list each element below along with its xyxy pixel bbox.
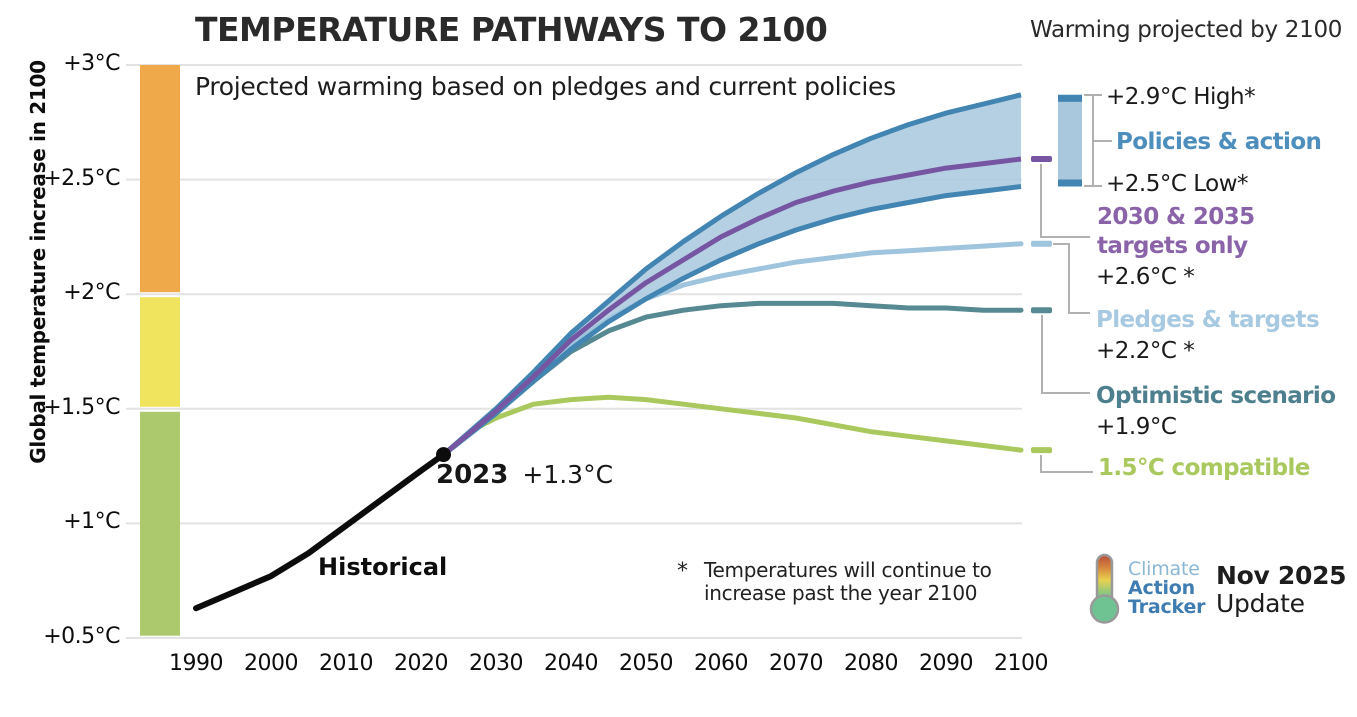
x-tick-label: 1990 bbox=[169, 651, 224, 676]
x-tick-label: 2050 bbox=[619, 651, 674, 676]
page-subtitle: Projected warming based on pledges and c… bbox=[195, 72, 896, 101]
temperature-zone-bar-segment bbox=[140, 411, 180, 636]
point-2023-year: 2023 bbox=[436, 460, 509, 490]
footnote-asterisk: * bbox=[677, 559, 688, 584]
targets-value-label: +2.6°C * bbox=[1096, 264, 1195, 290]
band-edge-low bbox=[441, 184, 1022, 457]
x-tick-label: 2090 bbox=[919, 651, 974, 676]
x-tick-label: 2040 bbox=[544, 651, 599, 676]
historical-line bbox=[193, 451, 447, 612]
logo-climate: Climate bbox=[1128, 558, 1200, 580]
x-tick-label: 2060 bbox=[694, 651, 749, 676]
y-tick-label: +1.5°C bbox=[43, 394, 120, 420]
page-title: TEMPERATURE PATHWAYS TO 2100 bbox=[195, 10, 828, 49]
band-edge-high bbox=[441, 92, 1022, 457]
connector-pledges bbox=[1053, 243, 1090, 314]
legend-band-cap-top bbox=[1058, 94, 1082, 102]
update-block: Nov 2025 Update bbox=[1216, 561, 1347, 618]
cat-logo-text: Climate Action Tracker bbox=[1128, 558, 1206, 618]
policies-high-label: +2.9°C High* bbox=[1106, 84, 1256, 110]
footnote-line2: increase past the year 2100 bbox=[704, 581, 978, 605]
connector-optimistic bbox=[1041, 315, 1090, 394]
dash-optimistic bbox=[1031, 307, 1052, 314]
temperature-zone-bar-segment bbox=[140, 65, 180, 293]
legend-pledges-targets: Pledges & targets bbox=[1096, 307, 1320, 333]
point-2023-value: +1.3°C bbox=[522, 460, 614, 489]
point-2023-label: 2023 +1.3°C bbox=[436, 460, 613, 490]
line-2030-2035-targets bbox=[441, 156, 1022, 457]
update-date: Nov 2025 bbox=[1216, 561, 1347, 590]
point-2023-dot bbox=[436, 447, 451, 463]
legend-band-cap-bottom bbox=[1058, 179, 1082, 187]
logo-action: Action bbox=[1128, 577, 1195, 599]
y-tick-label: +3°C bbox=[63, 51, 120, 76]
y-tick-label: +2°C bbox=[63, 280, 120, 306]
legend-targets-2030-2035: 2030 & 2035 targets only bbox=[1097, 203, 1255, 261]
x-tick-label: 2020 bbox=[394, 651, 449, 676]
x-tick-label: 2030 bbox=[469, 651, 524, 676]
legend-targets-line2: targets only bbox=[1097, 233, 1248, 259]
legend-optimistic-scenario: Optimistic scenario bbox=[1096, 383, 1336, 409]
optimistic-value-label: +1.9°C bbox=[1096, 414, 1177, 440]
y-tick-label: +0.5°C bbox=[43, 624, 120, 649]
thermometer-bulb bbox=[1089, 594, 1120, 624]
policies-action-band bbox=[443, 94, 1021, 455]
dash-pledges bbox=[1031, 240, 1052, 247]
y-tick-label: +2.5°C bbox=[43, 165, 120, 191]
x-tick-label: 2080 bbox=[844, 651, 899, 676]
pledges-value-label: +2.2°C * bbox=[1096, 338, 1195, 364]
historical-label: Historical bbox=[318, 553, 448, 581]
connector-targets bbox=[1040, 164, 1090, 238]
connector-policies bbox=[1084, 94, 1112, 187]
x-tick-label: 2000 bbox=[244, 651, 299, 676]
dash-compatible bbox=[1031, 447, 1052, 454]
y-tick-label: +1°C bbox=[63, 509, 120, 535]
dash-targets bbox=[1031, 156, 1052, 162]
temperature-zone-bar-segment bbox=[140, 297, 180, 407]
legend-policies-action: Policies & action bbox=[1116, 129, 1322, 155]
line-15c-compatible bbox=[441, 394, 1024, 458]
footnote-text: Temperatures will continue to increase p… bbox=[704, 559, 992, 605]
legend-band-bar bbox=[1058, 94, 1082, 187]
x-tick-label: 2070 bbox=[769, 651, 824, 676]
y-axis-ticks: +3°C +2.5°C +2°C +1.5°C +1°C +0.5°C bbox=[20, 0, 120, 717]
x-tick-label: 2010 bbox=[319, 651, 374, 676]
right-panel-header: Warming projected by 2100 bbox=[1030, 17, 1343, 43]
x-tick-label: 2100 bbox=[994, 651, 1049, 676]
footnote-line1: Temperatures will continue to bbox=[704, 558, 992, 582]
connector-compatible bbox=[1040, 455, 1093, 473]
legend-targets-line1: 2030 & 2035 bbox=[1097, 204, 1255, 230]
logo-tracker: Tracker bbox=[1128, 596, 1206, 618]
policies-low-label: +2.5°C Low* bbox=[1106, 171, 1249, 197]
legend-15c-compatible: 1.5°C compatible bbox=[1098, 455, 1310, 481]
update-edition: Update bbox=[1216, 589, 1305, 618]
